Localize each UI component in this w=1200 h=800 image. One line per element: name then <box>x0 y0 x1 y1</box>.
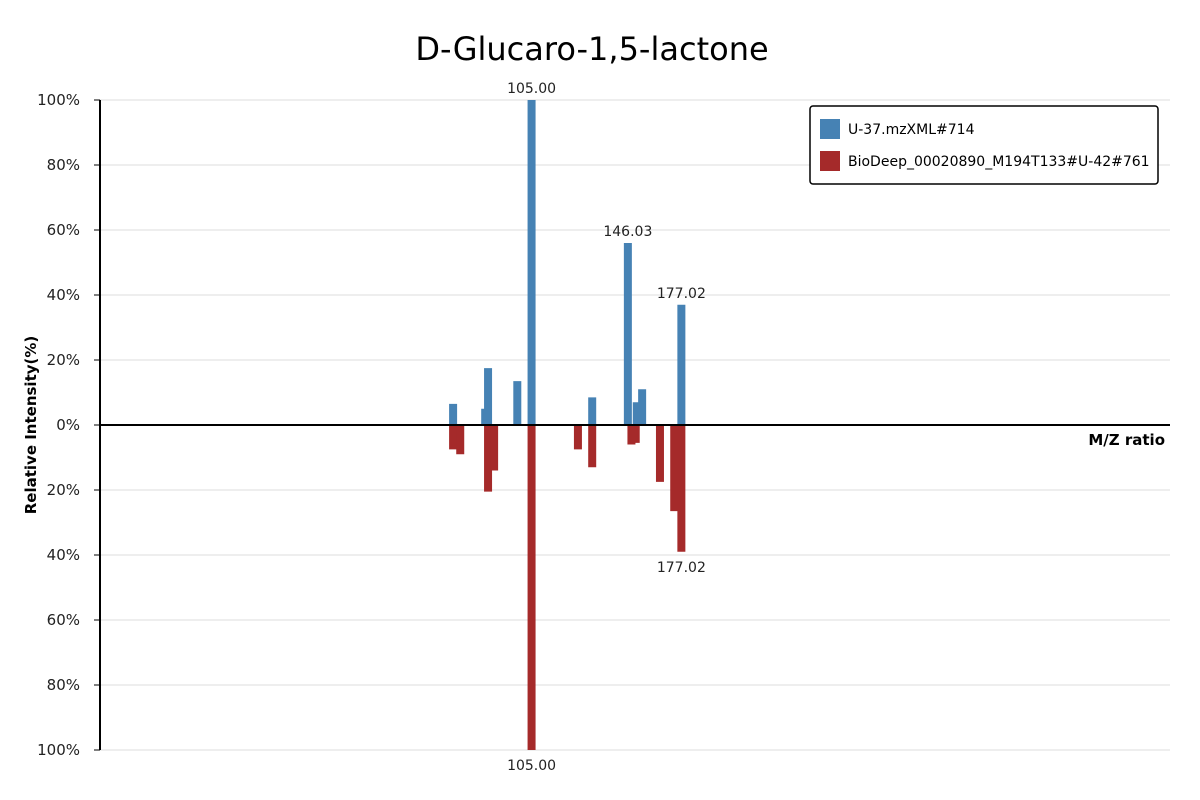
legend-series-name: BioDeep_00020890_M194T133#U-42#761 <box>848 154 1150 170</box>
reference-peak-bar <box>513 381 522 425</box>
reference-peak-bar <box>638 389 647 425</box>
library-peak-bar <box>456 425 465 455</box>
chart-title: D-Glucaro-1,5-lactone <box>415 30 768 68</box>
library-peak-bar <box>670 425 679 512</box>
grid-lines <box>100 99 1170 751</box>
peak-mz-label: 177.02 <box>657 560 706 576</box>
legend-swatch <box>820 151 840 171</box>
library-peak-bar <box>573 425 582 450</box>
library-peak-bar <box>527 425 536 750</box>
library-peak-bar <box>677 425 686 552</box>
peak-mz-label: 105.00 <box>507 81 556 97</box>
peak-labels: 105.00 146.03 177.02 105.00 177.02 <box>507 81 706 774</box>
library-peak-bar <box>631 425 640 443</box>
library-peak-bar <box>588 425 597 468</box>
library-peak-bar <box>449 425 458 450</box>
y-tick-label: 100% <box>37 741 80 759</box>
reference-peak-bar <box>632 402 641 425</box>
reference-peak-bar <box>449 403 458 425</box>
y-tick-label: 80% <box>47 676 80 694</box>
y-tick-label: 100% <box>37 91 80 109</box>
legend-series-name: U-37.mzXML#714 <box>848 122 975 138</box>
y-tick-label: 80% <box>47 156 80 174</box>
y-tick-label: 60% <box>47 221 80 239</box>
x-axis-label: M/Z ratio <box>1088 431 1165 449</box>
library-peak-bar <box>655 425 664 482</box>
y-tick-label: 40% <box>47 546 80 564</box>
peak-mz-label: 146.03 <box>603 224 652 240</box>
legend-box <box>809 105 1159 185</box>
reference-peak-bar <box>527 100 536 425</box>
reference-peak-bar <box>677 304 686 425</box>
y-tick-label: 40% <box>47 286 80 304</box>
y-tick-label: 20% <box>47 481 80 499</box>
library-peak-bar <box>484 425 493 492</box>
y-tick-label: 20% <box>47 351 80 369</box>
axes <box>99 100 1170 750</box>
y-tick-label: 60% <box>47 611 80 629</box>
peak-mz-label: 177.02 <box>657 286 706 302</box>
reference-peak-bar <box>484 368 493 425</box>
y-axis-label: Relative Intensity(%) <box>22 336 40 515</box>
library-peak-bar <box>490 425 499 471</box>
y-tick-label: 0% <box>56 416 80 434</box>
y-tick-labels: 100% 80% 60% 40% 20% 0% 20% 40% 60% 80% 100% <box>37 91 100 759</box>
legend-swatch <box>820 119 840 139</box>
reference-peak-bar <box>623 243 632 425</box>
reference-peak-bar <box>588 397 597 425</box>
reference-series-bars <box>449 100 686 425</box>
library-series-bars <box>449 425 686 750</box>
library-peak-bar <box>627 425 636 445</box>
legend: U-37.mzXML#714 BioDeep_00020890_M194T133#… <box>809 105 1159 185</box>
peak-mz-label: 105.00 <box>507 758 556 774</box>
